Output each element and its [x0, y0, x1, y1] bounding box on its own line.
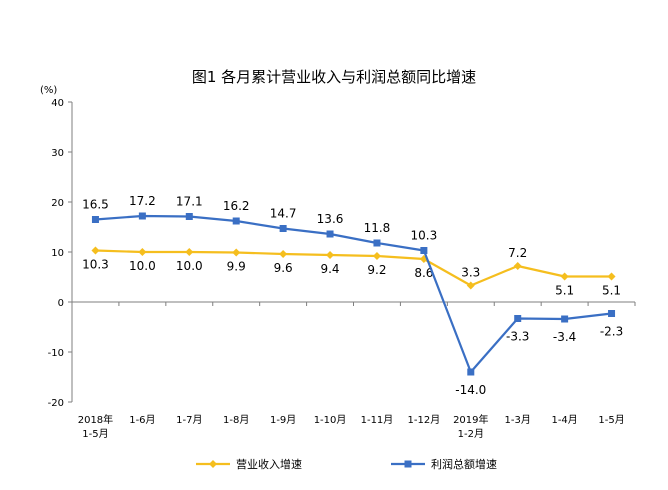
- data-label: -3.3: [506, 330, 529, 344]
- data-point: [185, 248, 194, 256]
- data-point: [561, 315, 569, 323]
- data-point: [326, 230, 334, 238]
- data-point: [560, 272, 569, 281]
- x-tick-label: 2018年: [78, 413, 113, 426]
- y-tick-labels: 40 30 20 10 0 -10 -20: [48, 98, 64, 409]
- data-point: [608, 310, 616, 317]
- data-label: 14.7: [270, 207, 297, 221]
- legend-label: 利润总额增速: [431, 457, 497, 471]
- data-point: [514, 315, 522, 322]
- data-label: 3.3: [461, 266, 480, 280]
- x-tick-label: 1-2月: [458, 428, 484, 440]
- y-tick-label: 0: [58, 298, 64, 309]
- y-tick-label: 30: [51, 148, 64, 159]
- x-tick-label: 1-10月: [314, 414, 347, 426]
- y-tick-label: -20: [48, 398, 64, 409]
- x-tick-label: 1-5月: [598, 414, 624, 426]
- data-label: 9.2: [367, 263, 386, 277]
- data-point: [326, 251, 335, 259]
- data-label: 17.2: [129, 194, 156, 208]
- data-point: [232, 217, 240, 225]
- data-point: [466, 281, 475, 290]
- data-label: 7.2: [508, 246, 527, 260]
- data-point: [185, 213, 193, 220]
- x-tick-label: 1-8月: [223, 414, 249, 426]
- data-point: [138, 212, 146, 220]
- data-label: 10.0: [129, 259, 156, 273]
- series-line: [95, 214, 612, 374]
- x-tick-label: 1-5月: [82, 428, 108, 440]
- data-label: 5.1: [555, 284, 574, 298]
- legend-label: 营业收入增速: [236, 457, 302, 471]
- x-tick-label: 1-6月: [129, 414, 155, 426]
- y-tick-label: -10: [48, 348, 64, 359]
- data-point: [373, 239, 381, 247]
- y-tick-label: 10: [51, 248, 64, 259]
- x-tick-label: 2019年: [453, 413, 488, 426]
- legend-item-1: 利润总额增速: [391, 457, 497, 471]
- data-label: 10.3: [82, 258, 109, 272]
- data-point: [372, 252, 381, 260]
- data-label: -14.0: [455, 383, 486, 397]
- y-tick-label: 20: [51, 198, 64, 209]
- series-line: [95, 249, 612, 287]
- y-tick-label: 40: [51, 98, 64, 109]
- x-tick-label: 1-4月: [551, 414, 577, 426]
- data-label: 16.2: [223, 199, 250, 213]
- data-point: [513, 262, 522, 270]
- legend: 营业收入增速 利润总额增速: [196, 457, 497, 471]
- data-label: 9.9: [227, 260, 246, 274]
- data-label: 9.6: [274, 261, 293, 275]
- data-point: [420, 247, 428, 254]
- x-tick-label: 1-12月: [408, 414, 441, 426]
- data-label: 5.1: [602, 284, 621, 298]
- series-1: 16.5 17.2 17.1 16.2 14.7 13.6 11.8 10.3 -14.0 -3.…: [82, 194, 623, 397]
- data-label: 11.8: [364, 221, 391, 235]
- data-label: 9.4: [320, 262, 339, 276]
- legend-item-0: 营业收入增速: [196, 457, 302, 471]
- data-point: [607, 272, 616, 281]
- data-point: [91, 246, 100, 255]
- data-label: 17.1: [176, 195, 203, 209]
- x-tick-label: 1-3月: [505, 414, 531, 426]
- data-label: 13.6: [317, 212, 344, 226]
- axes: [68, 101, 636, 403]
- data-point: [279, 225, 287, 232]
- series-layer: 10.3 10.0 10.0 9.9 9.6 9.4 9.2 8.6 3.37.25.1 5.11…: [82, 194, 623, 397]
- x-tick-label: 1-7月: [176, 414, 202, 426]
- legend-marker: [209, 460, 217, 468]
- x-tick-labels: 2018年 1-5月 1-6月 1-7月 1-8月 1-9月 1-10月 1-11月 1-12月…: [78, 413, 625, 440]
- data-label: 10.0: [176, 259, 203, 273]
- data-point: [91, 216, 99, 223]
- data-point: [279, 250, 288, 258]
- data-label: -3.4: [553, 330, 576, 344]
- data-label: 8.6: [414, 266, 433, 280]
- series-0: 10.3 10.0 10.0 9.9 9.6 9.4 9.2 8.6 3.3 7.2 5.1 5.1: [82, 246, 621, 298]
- data-label: 10.3: [411, 229, 438, 243]
- chart-title: 图1 各月累计营业收入与利润总额同比增速: [192, 68, 476, 86]
- data-point: [232, 248, 241, 257]
- data-label: -2.3: [600, 325, 623, 339]
- x-tick-label: 1-9月: [270, 414, 296, 426]
- data-point: [467, 368, 475, 376]
- data-label: 16.5: [82, 198, 109, 212]
- data-point: [138, 248, 147, 256]
- y-axis-unit: (%): [40, 85, 57, 96]
- x-tick-label: 1-11月: [361, 414, 394, 426]
- legend-marker: [404, 460, 412, 468]
